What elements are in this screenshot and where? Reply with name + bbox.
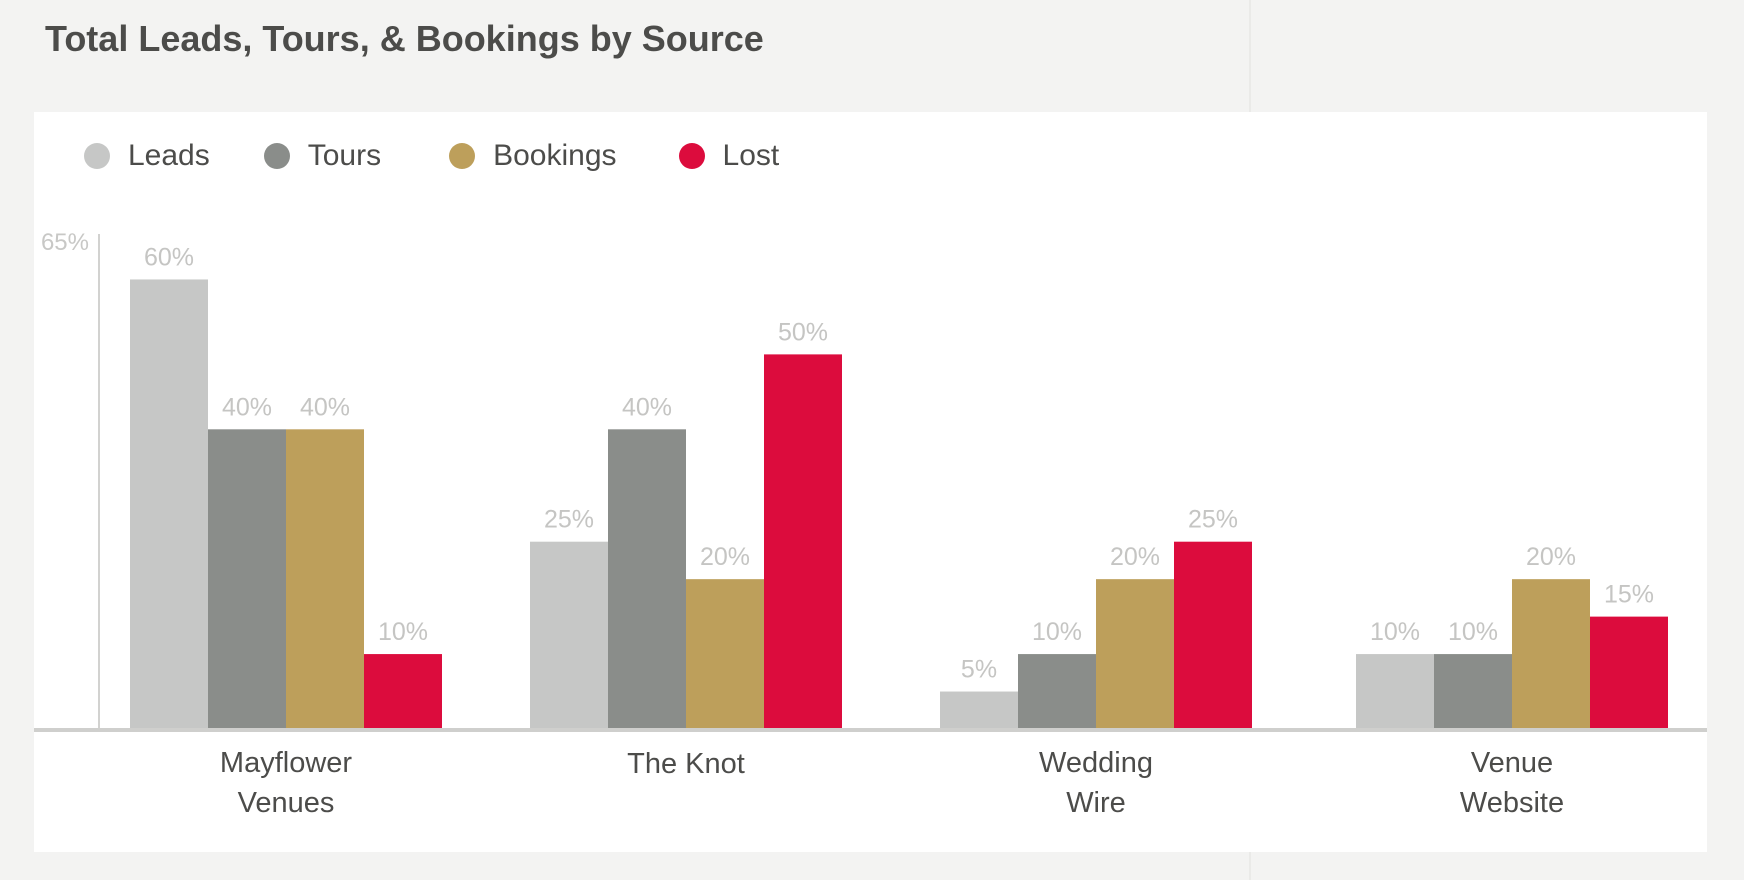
legend-item-lost: Lost <box>678 139 780 173</box>
bar-tours-wedding-wire <box>1018 654 1096 729</box>
bar-lost-wedding-wire <box>1174 541 1252 729</box>
category-label-venue-website-line-1: Venue <box>1471 747 1553 779</box>
category-label-the-knot: The Knot <box>627 748 745 780</box>
chart-plot: 65% 60% 40% 40% 10% 25% 40% 20% 50% 5% 10% 20% 25% 10… <box>34 229 1707 819</box>
legend-swatch-tours <box>263 143 290 169</box>
data-label-bookings-the-knot: 20% <box>700 543 750 571</box>
data-label-tours-mayflower-venues: 40% <box>222 393 272 421</box>
bar-tours-mayflower-venues <box>208 429 286 729</box>
bar-lost-mayflower-venues <box>364 654 442 729</box>
data-label-leads-venue-website: 10% <box>1370 618 1420 646</box>
bar-leads-venue-website <box>1356 654 1434 729</box>
bar-tours-the-knot <box>608 429 686 729</box>
data-label-lost-mayflower-venues: 10% <box>378 618 428 646</box>
legend-item-bookings: Bookings <box>449 139 617 173</box>
data-label-lost-the-knot: 50% <box>778 318 828 346</box>
category-label-wedding-wire-line-1: Wedding <box>1039 747 1153 779</box>
data-label-leads-the-knot: 25% <box>544 506 594 534</box>
x-axis-baseline <box>34 728 1707 732</box>
bar-leads-mayflower-venues <box>130 279 208 729</box>
data-label-leads-mayflower-venues: 60% <box>144 243 194 271</box>
legend-label-leads: Leads <box>128 139 210 172</box>
bar-tours-venue-website <box>1434 654 1512 729</box>
legend-swatch-leads <box>84 143 110 169</box>
data-label-bookings-mayflower-venues: 40% <box>300 393 350 421</box>
category-label-wedding-wire-line-2: Wire <box>1066 787 1126 819</box>
category-label-mayflower-venues-line-2: Venues <box>238 787 335 819</box>
legend-swatch-bookings <box>449 143 476 169</box>
data-label-lost-wedding-wire: 25% <box>1188 506 1238 534</box>
data-label-tours-the-knot: 40% <box>622 393 672 421</box>
y-tick-label: 65% <box>41 229 89 256</box>
bar-bookings-wedding-wire <box>1096 579 1174 729</box>
legend-swatch-lost <box>678 143 705 169</box>
bar-bookings-venue-website <box>1512 579 1590 729</box>
bar-bookings-the-knot <box>686 579 764 729</box>
bar-leads-wedding-wire <box>940 691 1018 729</box>
bar-lost-the-knot <box>764 354 842 729</box>
legend-label-lost: Lost <box>722 139 780 172</box>
chart-card: Leads Tours Bookings Lost 65% 60% 40% 40% 10% 25… <box>34 112 1707 852</box>
bar-leads-the-knot <box>530 541 608 729</box>
chart-title: Total Leads, Tours, & Bookings by Source <box>45 18 764 59</box>
category-label-mayflower-venues-line-1: Mayflower <box>220 747 352 779</box>
data-label-lost-venue-website: 15% <box>1604 581 1654 609</box>
category-label-venue-website-line-2: Website <box>1460 787 1564 819</box>
legend-item-leads: Leads <box>84 139 210 173</box>
data-label-tours-venue-website: 10% <box>1448 618 1498 646</box>
data-label-leads-wedding-wire: 5% <box>961 656 997 684</box>
legend-label-bookings: Bookings <box>493 139 617 172</box>
bar-bookings-mayflower-venues <box>286 429 364 729</box>
data-label-tours-wedding-wire: 10% <box>1032 618 1082 646</box>
chart-legend: Leads Tours Bookings Lost <box>84 134 779 178</box>
data-label-bookings-venue-website: 20% <box>1526 543 1576 571</box>
bar-lost-venue-website <box>1590 616 1668 729</box>
legend-label-tours: Tours <box>307 139 382 172</box>
legend-item-tours: Tours <box>263 139 382 173</box>
data-label-bookings-wedding-wire: 20% <box>1110 543 1160 571</box>
